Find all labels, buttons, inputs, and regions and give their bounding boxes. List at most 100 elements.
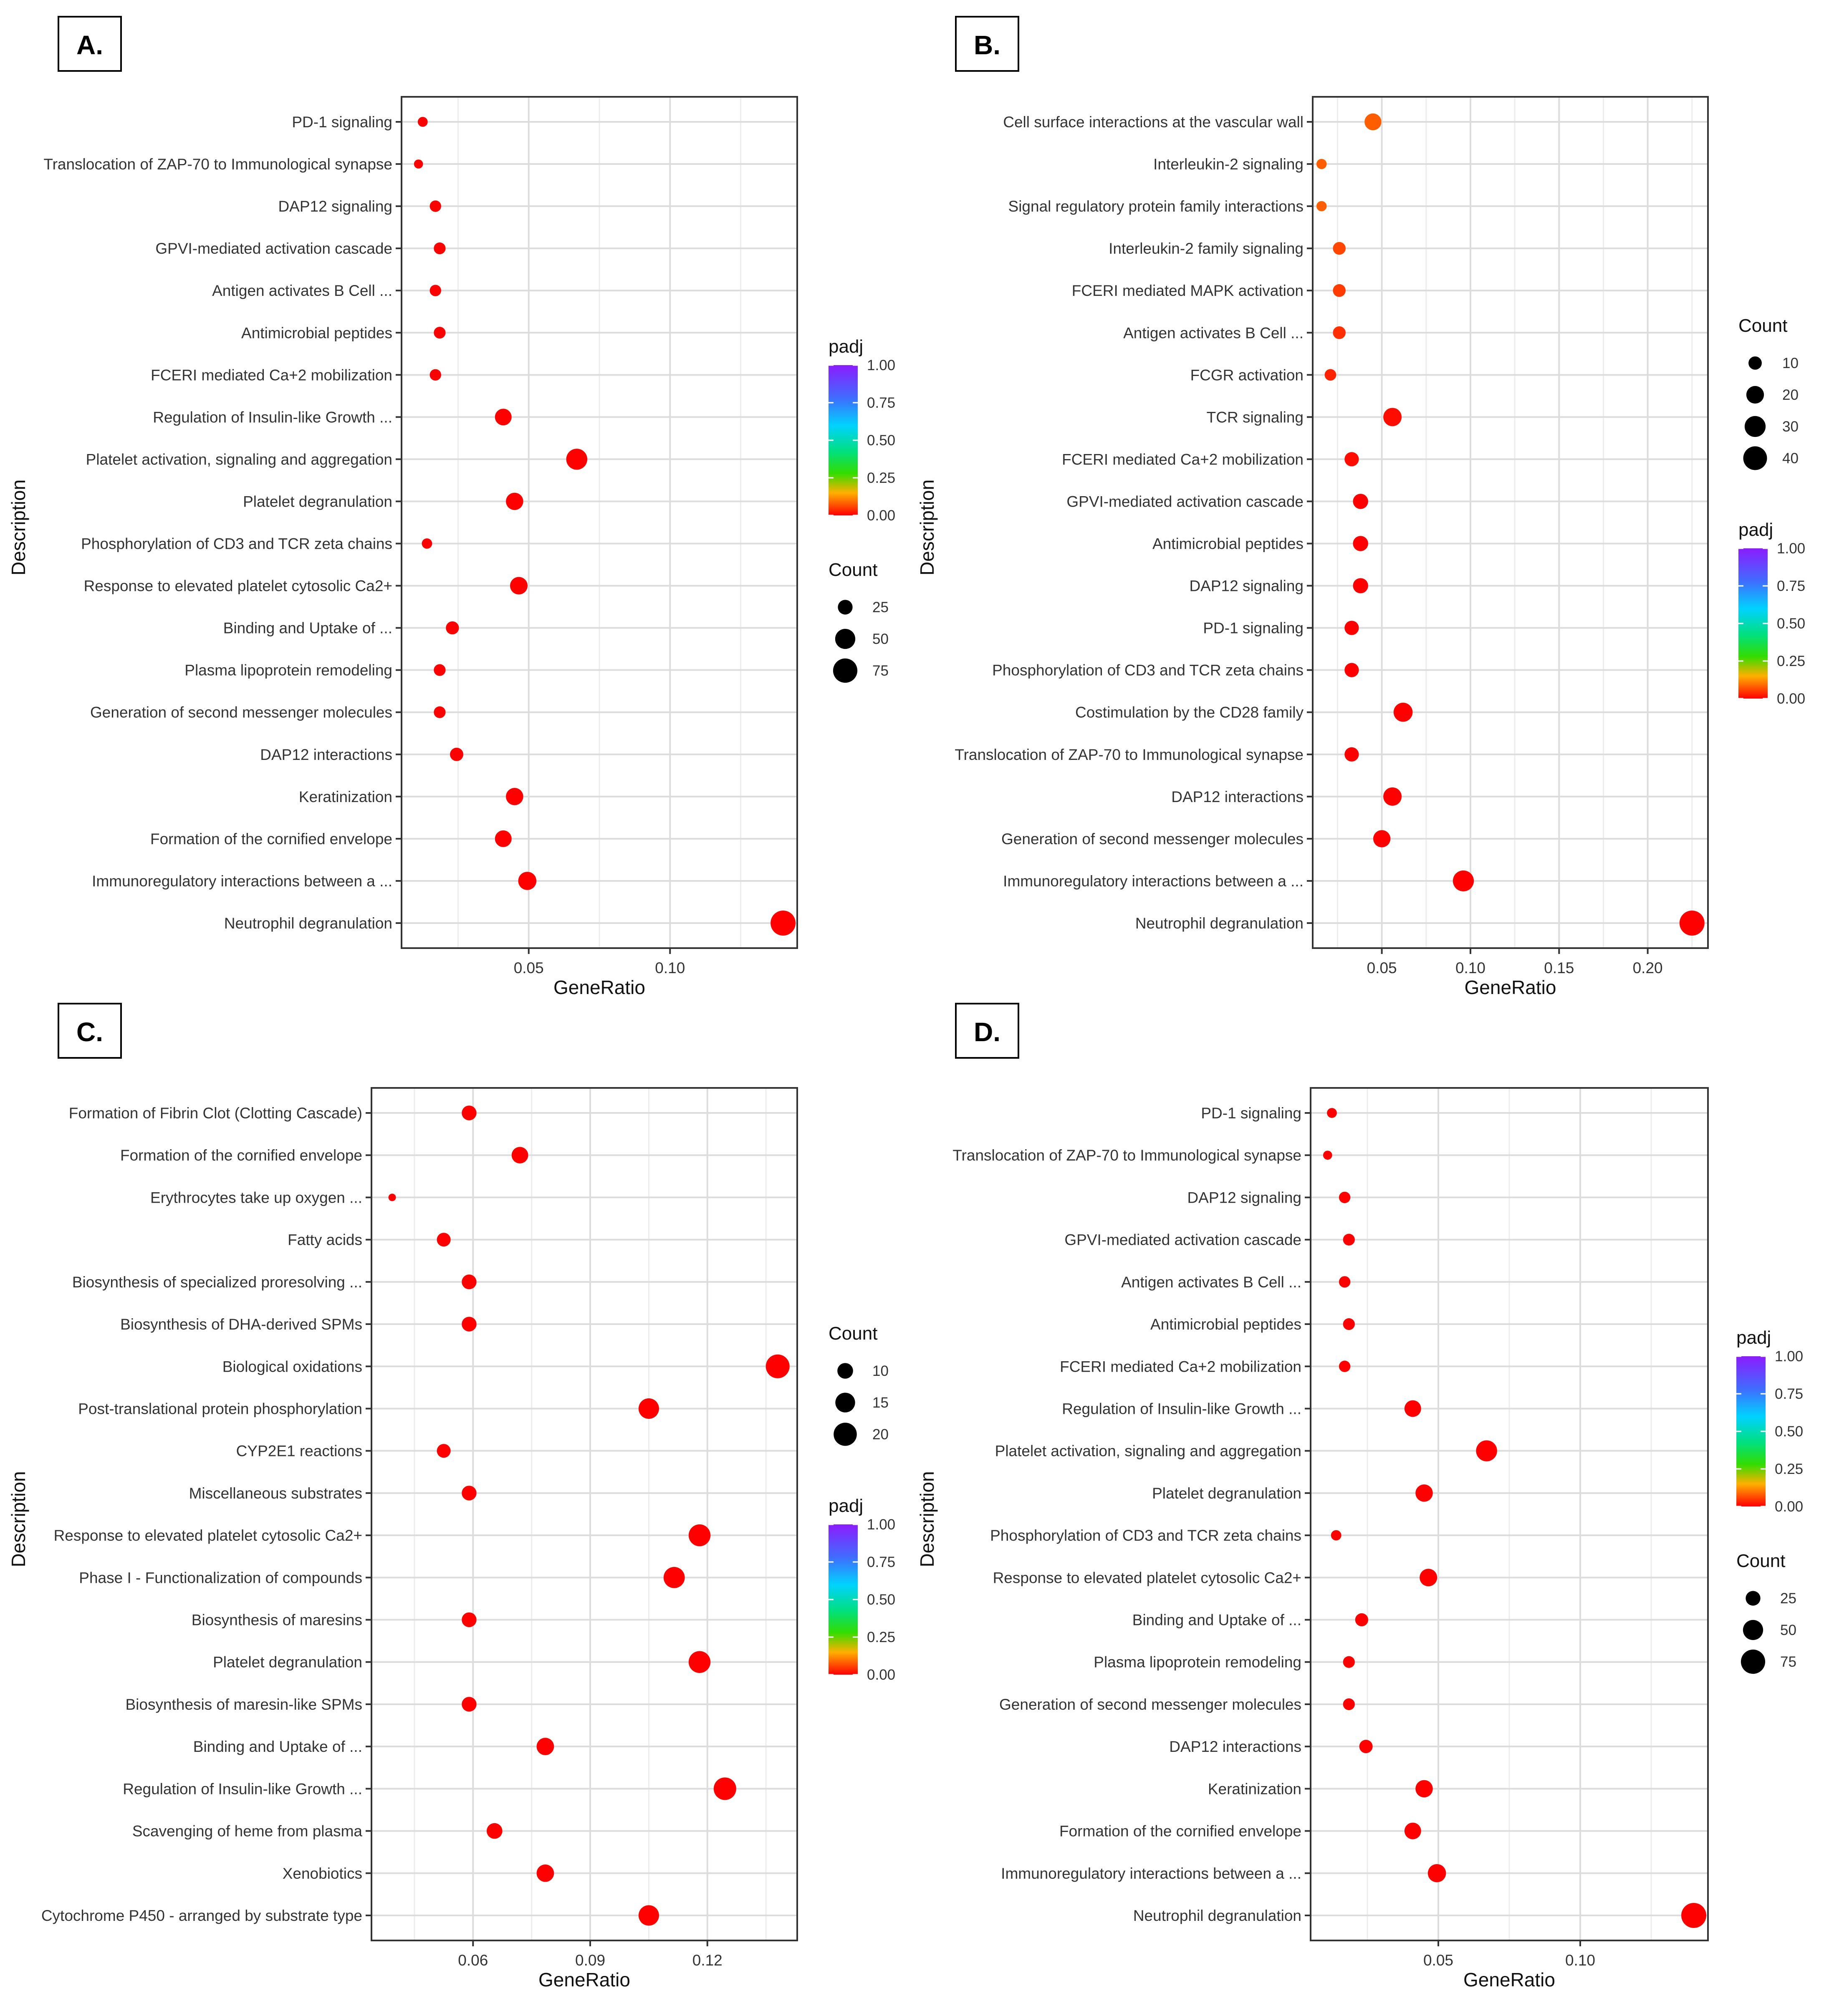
x-axis-title: GeneRatio — [553, 976, 645, 998]
data-point — [1333, 326, 1346, 339]
y-tick-label: Antigen activates B Cell ... — [1123, 324, 1304, 341]
y-axis-title: Description — [916, 1471, 938, 1567]
y-tick-label: Phosphorylation of CD3 and TCR zeta chai… — [992, 662, 1304, 679]
padj-legend-label: 1.00 — [1775, 1348, 1803, 1365]
panel-label: A. — [76, 30, 103, 60]
y-tick-label: Plasma lipoprotein remodeling — [184, 662, 392, 679]
count-legend-label: 30 — [1782, 419, 1799, 435]
y-tick-label: Phase I - Functionalization of compounds — [79, 1569, 362, 1586]
padj-legend-title: padj — [829, 1496, 863, 1516]
count-legend-key — [834, 1423, 857, 1446]
panel-label-box — [58, 16, 122, 72]
data-point — [1331, 1530, 1341, 1541]
y-tick-label: Interleukin-2 family signaling — [1109, 240, 1304, 257]
data-point — [429, 285, 441, 296]
y-tick-label: Regulation of Insulin-like Growth ... — [123, 1780, 362, 1797]
y-tick-label: Binding and Uptake of ... — [193, 1738, 362, 1755]
data-point — [462, 1612, 477, 1627]
panel-c: C. Formation of Fibrin Clot (Clotting Cas… — [8, 1003, 895, 1991]
count-legend-key — [1746, 386, 1764, 404]
data-point — [450, 747, 464, 761]
x-tick-label: 0.15 — [1544, 959, 1574, 976]
padj-legend-label: 0.25 — [867, 470, 895, 486]
y-tick-label: Cell surface interactions at the vascula… — [1003, 114, 1304, 131]
y-axis-title: Description — [8, 1471, 29, 1567]
data-point — [486, 1823, 503, 1839]
panel-label: C. — [76, 1017, 103, 1047]
data-point — [1344, 621, 1359, 635]
y-tick-label: Biosynthesis of specialized proresolving… — [72, 1274, 362, 1291]
data-point — [1383, 787, 1402, 806]
data-point — [1404, 1822, 1421, 1839]
plot-frame — [401, 96, 798, 949]
data-point — [506, 492, 523, 510]
y-tick-label: DAP12 signaling — [1189, 578, 1304, 595]
data-point — [417, 117, 428, 127]
count-legend-label: 50 — [872, 631, 889, 647]
count-legend: Count 25 50 75 — [1736, 1551, 1796, 1674]
count-legend-key — [838, 600, 853, 615]
data-point — [462, 1274, 477, 1289]
data-point — [1344, 452, 1359, 467]
count-legend-title: Count — [829, 560, 877, 580]
panel-label-box — [955, 16, 1019, 72]
count-legend-label: 20 — [872, 1426, 889, 1443]
data-point — [1343, 1234, 1355, 1246]
data-point — [1420, 1569, 1437, 1587]
padj-legend-title: padj — [829, 336, 863, 357]
y-tick-label: Biosynthesis of DHA-derived SPMs — [120, 1316, 362, 1333]
data-point — [495, 830, 512, 847]
y-tick-label: Keratinization — [1208, 1780, 1301, 1797]
data-point — [1323, 1151, 1332, 1160]
y-tick-label: GPVI-mediated activation cascade — [1066, 493, 1304, 510]
padj-legend-label: 0.00 — [1775, 1499, 1803, 1515]
y-tick-label: DAP12 signaling — [1187, 1189, 1301, 1206]
data-point — [1415, 1484, 1433, 1502]
y-tick-label: Platelet degranulation — [1152, 1485, 1301, 1502]
data-point — [1355, 1613, 1369, 1627]
data-point — [713, 1777, 736, 1800]
count-legend-label: 75 — [872, 663, 889, 679]
y-tick-label: Plasma lipoprotein remodeling — [1094, 1654, 1301, 1671]
count-legend-key — [835, 1393, 855, 1413]
data-point — [1324, 369, 1336, 381]
y-tick-label: Translocation of ZAP-70 to Immunological… — [955, 746, 1304, 763]
data-point — [1316, 159, 1327, 169]
y-tick-label: Neutrophil degranulation — [1135, 915, 1304, 932]
x-tick-label: 0.05 — [514, 959, 544, 976]
y-axis-title: Description — [8, 479, 29, 575]
padj-legend-label: 1.00 — [867, 1516, 895, 1533]
data-point — [1393, 702, 1413, 722]
y-tick-label: Immunoregulatory interactions between a … — [1001, 1865, 1301, 1882]
count-legend: Count 10 20 30 40 — [1738, 315, 1799, 470]
data-point — [437, 1444, 451, 1458]
count-legend-key — [1743, 1620, 1763, 1640]
data-point — [1343, 1698, 1355, 1711]
x-tick-label: 0.20 — [1633, 959, 1663, 976]
data-point — [536, 1864, 554, 1882]
plot-background — [1313, 97, 1708, 948]
y-tick-label: Antimicrobial peptides — [1152, 535, 1304, 553]
data-point — [462, 1697, 477, 1712]
x-tick-label: 0.10 — [1565, 1952, 1595, 1969]
y-tick-label: DAP12 interactions — [1171, 788, 1304, 805]
count-legend-label: 75 — [1780, 1654, 1796, 1670]
data-point — [1344, 747, 1359, 762]
count-legend-key — [837, 1363, 853, 1379]
count-legend-key — [1744, 416, 1766, 437]
padj-legend-label: 1.00 — [1777, 540, 1805, 557]
padj-legend-label: 0.25 — [1775, 1461, 1803, 1477]
y-tick-label: GPVI-mediated activation cascade — [1064, 1231, 1301, 1249]
padj-legend-label: 0.75 — [867, 1554, 895, 1570]
padj-legend-title: padj — [1736, 1327, 1771, 1348]
count-legend-label: 40 — [1782, 450, 1799, 467]
padj-legend-title: padj — [1738, 520, 1773, 540]
y-tick-label: Platelet activation, signaling and aggre… — [86, 451, 392, 468]
data-point — [1353, 578, 1368, 593]
data-point — [1333, 242, 1346, 255]
y-tick-label: Fatty acids — [288, 1231, 362, 1249]
count-legend-label: 25 — [1780, 1590, 1796, 1607]
x-axis-title: GeneRatio — [1465, 976, 1556, 998]
